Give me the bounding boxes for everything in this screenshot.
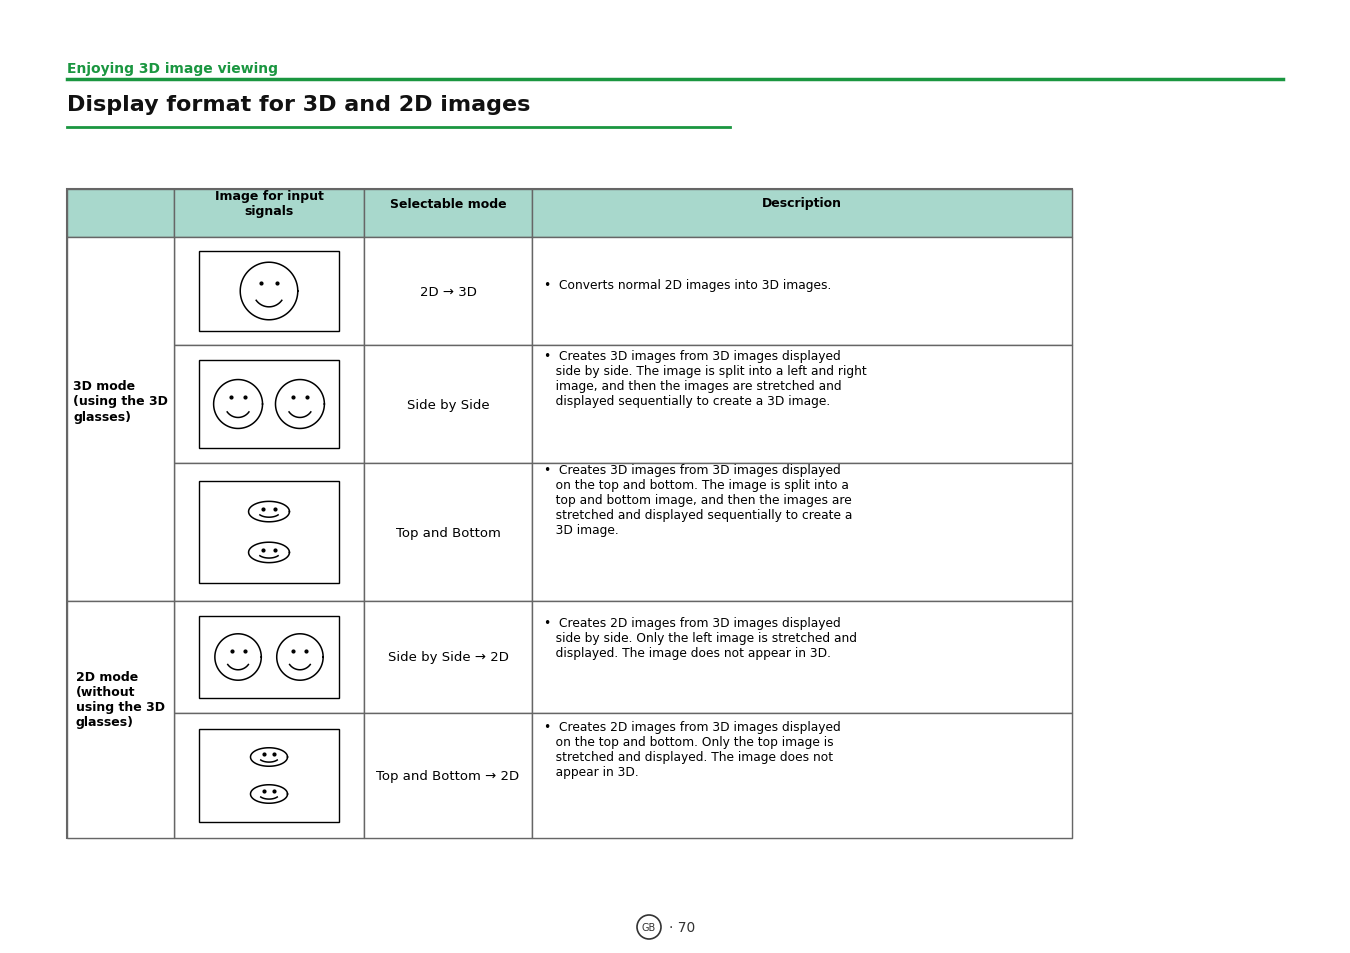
Bar [68,601,174,838]
Bar [532,463,1072,601]
Bar [198,481,339,583]
Text: Enjoying 3D image viewing: Enjoying 3D image viewing [68,62,278,76]
Text: Image for input
signals: Image for input signals [215,190,324,218]
Text: 2D mode
(without
using the 3D
glasses): 2D mode (without using the 3D glasses) [76,671,165,729]
Bar [364,190,532,237]
Text: •  Converts normal 2D images into 3D images.: • Converts normal 2D images into 3D imag… [544,278,832,292]
Bar [532,601,1072,713]
Bar [68,190,174,237]
Bar [198,616,339,699]
Text: Top and Bottom: Top and Bottom [396,526,501,539]
Text: 2D → 3D: 2D → 3D [420,285,477,298]
Bar [174,601,364,713]
Bar [174,346,364,463]
Text: Top and Bottom → 2D: Top and Bottom → 2D [377,769,520,782]
Bar [364,237,532,346]
Text: Selectable mode: Selectable mode [390,197,506,211]
Bar [364,601,532,713]
Text: Side by Side: Side by Side [406,398,489,411]
Bar [174,463,364,601]
Bar [364,713,532,838]
Bar [532,190,1072,237]
Bar [532,346,1072,463]
Bar [532,237,1072,346]
Bar [174,713,364,838]
Text: GB: GB [641,923,656,932]
Text: •  Creates 2D images from 3D images displayed
   on the top and bottom. Only the: • Creates 2D images from 3D images displ… [544,720,841,779]
Bar [532,713,1072,838]
Bar [68,190,1072,838]
Bar [364,346,532,463]
Text: · 70: · 70 [670,920,695,934]
Text: Description: Description [761,197,842,211]
Bar [68,237,174,601]
Text: Side by Side → 2D: Side by Side → 2D [387,651,509,664]
Bar [174,190,364,237]
Text: •  Creates 3D images from 3D images displayed
   on the top and bottom. The imag: • Creates 3D images from 3D images displ… [544,463,852,537]
Text: •  Creates 3D images from 3D images displayed
   side by side. The image is spli: • Creates 3D images from 3D images displ… [544,350,867,408]
Bar [198,252,339,332]
Bar [198,361,339,448]
Bar [364,463,532,601]
Text: •  Creates 2D images from 3D images displayed
   side by side. Only the left ima: • Creates 2D images from 3D images displ… [544,617,857,659]
Bar [198,729,339,821]
Text: 3D mode
(using the 3D
glasses): 3D mode (using the 3D glasses) [73,380,167,423]
Bar [174,237,364,346]
Text: Display format for 3D and 2D images: Display format for 3D and 2D images [68,95,531,115]
